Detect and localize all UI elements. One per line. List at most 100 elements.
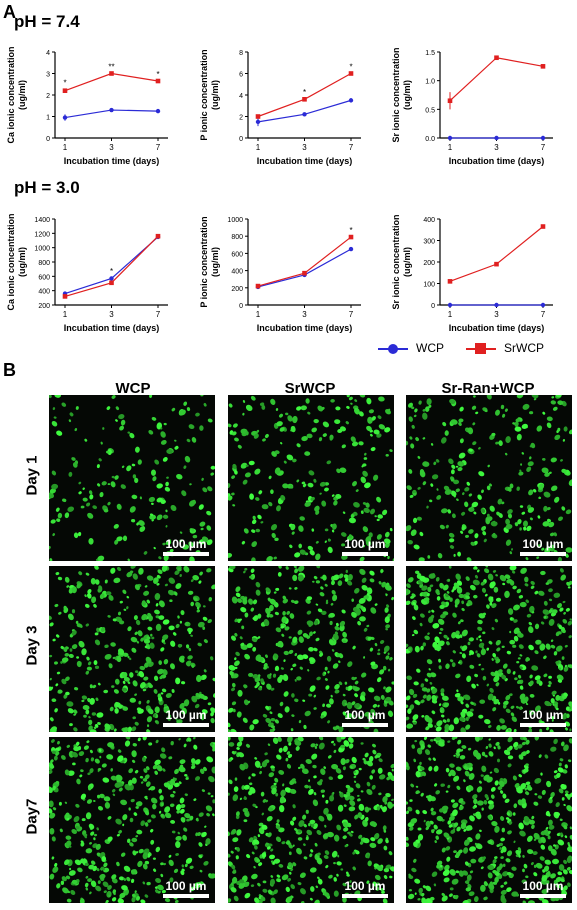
- cell: [84, 594, 87, 598]
- cell: [174, 899, 179, 903]
- x-axis-label: Incubation time (days): [449, 323, 545, 333]
- cell: [431, 695, 438, 702]
- cell: [385, 628, 388, 631]
- cell: [515, 849, 521, 856]
- cell: [531, 824, 535, 830]
- cell: [525, 739, 530, 745]
- cell: [549, 824, 553, 828]
- cell: [490, 521, 498, 527]
- cell: [52, 807, 57, 811]
- cell: [319, 492, 322, 495]
- cell: [97, 555, 105, 561]
- cell: [67, 613, 74, 621]
- cell: [466, 879, 470, 882]
- cell: [231, 682, 236, 688]
- cell: [137, 708, 144, 714]
- cell: [563, 859, 568, 865]
- cell: [260, 678, 264, 683]
- cell: [127, 558, 131, 561]
- data-point-wcp: [62, 115, 68, 120]
- cell: [236, 741, 243, 747]
- cell: [50, 686, 54, 690]
- cell: [193, 597, 198, 602]
- cell: [354, 680, 359, 685]
- cell: [110, 775, 117, 781]
- cell: [487, 872, 493, 879]
- cell: [519, 505, 524, 508]
- cell: [440, 714, 445, 718]
- cell: [195, 832, 199, 837]
- cell: [307, 545, 314, 551]
- cell: [202, 626, 206, 630]
- cell: [500, 894, 506, 901]
- cell: [373, 429, 380, 435]
- y-tick-label: 1.0: [425, 79, 435, 86]
- cell: [480, 866, 484, 870]
- cell: [309, 853, 313, 858]
- cell: [494, 882, 498, 885]
- cell: [236, 598, 243, 603]
- cell: [370, 708, 376, 715]
- significance-marker: **: [108, 62, 114, 71]
- cell: [555, 645, 563, 652]
- cell: [523, 863, 528, 869]
- cell: [297, 737, 304, 742]
- cell: [440, 710, 443, 713]
- cell: [49, 492, 54, 499]
- cell: [210, 472, 215, 476]
- y-tick-label: 1: [46, 115, 50, 122]
- cell: [362, 470, 368, 477]
- cell: [199, 571, 203, 576]
- cell: [565, 547, 572, 553]
- cell: [122, 705, 126, 709]
- cell: [308, 646, 314, 652]
- cell: [457, 739, 462, 745]
- cell: [326, 460, 332, 465]
- cell: [120, 419, 126, 426]
- cell: [351, 676, 356, 681]
- cell: [376, 518, 380, 522]
- cell: [141, 600, 147, 606]
- cell: [297, 566, 305, 572]
- cell: [361, 584, 368, 591]
- cell: [525, 791, 530, 796]
- cell: [440, 783, 445, 787]
- cell: [254, 845, 258, 850]
- cell: [457, 461, 465, 467]
- cell: [561, 626, 565, 631]
- cell: [141, 756, 147, 762]
- cell: [158, 660, 163, 665]
- cell: [468, 493, 473, 497]
- cell: [269, 729, 274, 732]
- cell: [460, 711, 466, 718]
- cell: [412, 490, 417, 494]
- cell: [166, 476, 169, 479]
- cell: [97, 483, 101, 487]
- cell: [427, 632, 430, 635]
- cell: [93, 833, 98, 837]
- column-header-srwcp: SrWCP: [284, 380, 336, 397]
- y-tick-label: 1000: [34, 246, 50, 253]
- cell: [150, 828, 154, 833]
- cell: [519, 830, 526, 837]
- cell: [440, 613, 446, 619]
- cell: [456, 785, 461, 790]
- cell: [190, 579, 194, 583]
- cell: [80, 793, 87, 800]
- cell: [537, 795, 543, 799]
- cell: [350, 766, 353, 769]
- cell: [364, 711, 370, 717]
- cell: [200, 395, 204, 397]
- cell: [92, 505, 98, 510]
- cell: [71, 879, 78, 885]
- cell: [89, 697, 95, 705]
- cell: [431, 609, 435, 613]
- cell: [69, 648, 73, 652]
- cell: [233, 786, 239, 792]
- cell: [85, 709, 90, 715]
- cell: [294, 552, 301, 558]
- cell: [382, 898, 388, 903]
- cell: [360, 510, 364, 514]
- cell: [199, 869, 203, 873]
- cell: [496, 758, 501, 763]
